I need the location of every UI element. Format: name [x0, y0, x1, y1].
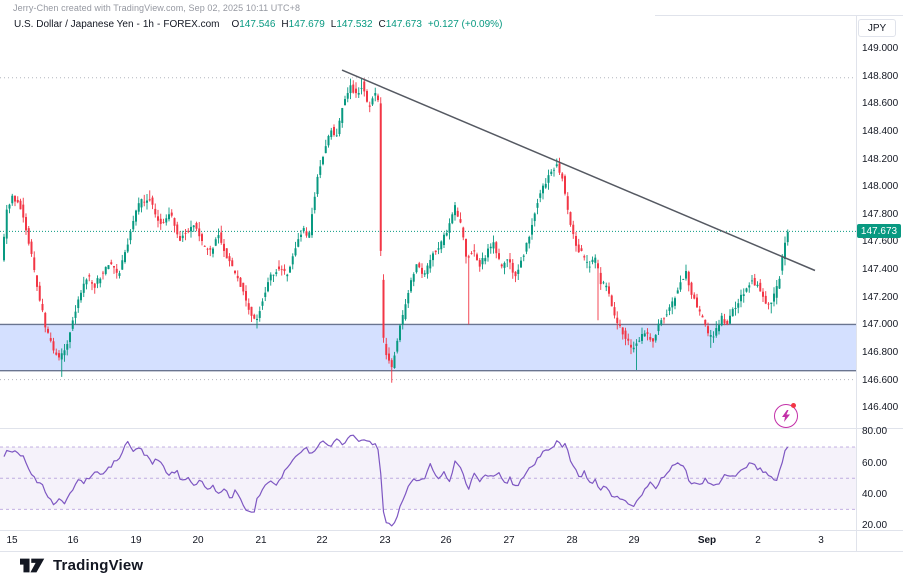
legend-separator: -: [136, 19, 140, 30]
price-tick-label: 148.600: [862, 98, 899, 110]
close-value: 147.673: [385, 19, 422, 30]
price-tick-label: 147.600: [862, 236, 899, 248]
time-tick-label: 29: [628, 535, 640, 546]
symbol-legend: U.S. Dollar / Japanese Yen -1h - FOREX.com O…: [14, 19, 502, 30]
price-scale[interactable]: 149.000 148.800 148.600 148.400 148.200 148.0…: [856, 15, 903, 551]
price-tick-label: 148.800: [862, 70, 899, 82]
time-tick-label: 2: [755, 535, 761, 546]
rsi-tick-label: 80.00: [862, 426, 888, 438]
time-tick-label: 16: [67, 535, 79, 546]
last-price-badge: 147.673: [857, 224, 901, 239]
price-tick-label: 146.800: [862, 347, 899, 359]
price-axis-separator: [856, 15, 857, 551]
price-tick-label: 147.800: [862, 208, 899, 220]
exchange-label[interactable]: FOREX.com: [163, 19, 220, 30]
time-tick-label: Sep: [697, 535, 717, 546]
time-axis-separator: [0, 530, 903, 531]
change-value: +0.127 (+0.09%): [427, 19, 503, 30]
high-label: H: [281, 19, 289, 30]
price-tick-label: 146.400: [862, 402, 899, 414]
time-tick-label: 23: [379, 535, 391, 546]
tradingview-logo[interactable]: TradingView: [20, 557, 143, 574]
time-tick-label: 15: [6, 535, 18, 546]
time-tick-label: 20: [192, 535, 204, 546]
notification-dot: [791, 403, 796, 408]
currency-toggle-button[interactable]: JPY: [858, 19, 896, 37]
quick-action-lightning-icon[interactable]: [774, 404, 798, 428]
low-label: L: [330, 19, 337, 30]
open-label: O: [231, 19, 240, 30]
price-tick-label: 147.200: [862, 291, 899, 303]
price-tick-label: 148.000: [862, 181, 899, 193]
symbol-title[interactable]: U.S. Dollar / Japanese Yen: [14, 19, 134, 30]
time-tick-label: 19: [130, 535, 142, 546]
pane-top-border: [655, 15, 903, 16]
time-scale[interactable]: 15 16 19 20 21 22 23 26 27 28 29 Sep 2 3: [0, 530, 856, 551]
time-tick-label: 22: [316, 535, 328, 546]
time-tick-label: 28: [566, 535, 578, 546]
lightning-bolt-icon: [782, 410, 790, 422]
tradingview-logo-mark: [20, 558, 45, 573]
time-tick-label: 3: [818, 535, 824, 546]
tradingview-wordmark: TradingView: [53, 557, 144, 574]
price-tick-label: 149.000: [862, 43, 899, 54]
high-value: 147.679: [288, 19, 325, 30]
low-value: 147.532: [336, 19, 373, 30]
rsi-tick-label: 60.00: [862, 457, 888, 469]
time-tick-label: 26: [440, 535, 452, 546]
price-tick-label: 146.600: [862, 374, 899, 386]
open-value: 147.546: [239, 19, 276, 30]
rsi-pane-separator: [0, 428, 903, 429]
price-tick-label: 148.200: [862, 153, 899, 165]
legend-separator: -: [157, 19, 161, 30]
time-tick-label: 21: [255, 535, 267, 546]
time-tick-label: 27: [503, 535, 515, 546]
footer-separator: [0, 551, 903, 552]
rsi-tick-label: 40.00: [862, 488, 888, 500]
price-tick-label: 147.400: [862, 264, 899, 276]
close-label: C: [378, 19, 386, 30]
price-tick-label: 147.000: [862, 319, 899, 331]
interval-label[interactable]: 1h: [142, 19, 154, 30]
rsi-tick-label: 20.00: [862, 520, 888, 531]
attribution-text: Jerry-Chen created with TradingView.com,…: [13, 3, 301, 13]
price-tick-label: 148.400: [862, 125, 899, 137]
ohlc-values: O147.546 H147.679 L147.532 C147.673 +0.127 (…: [225, 19, 502, 30]
